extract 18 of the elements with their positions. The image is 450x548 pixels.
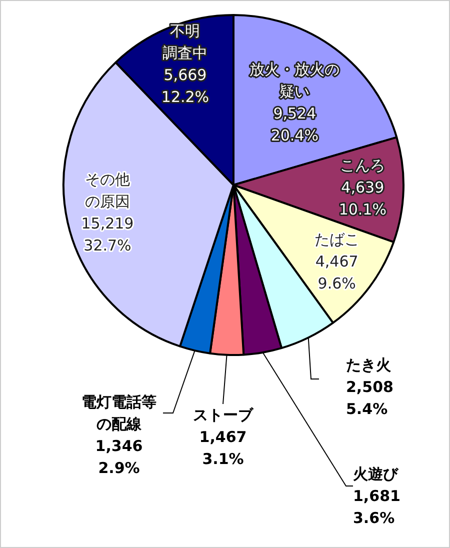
- data-label: 1,346 2.9%: [95, 436, 143, 477]
- data-label: 4,467 9.6%: [315, 252, 358, 292]
- data-label: 4,639 10.1%: [338, 178, 386, 219]
- slice-label: 放火・放火の疑い: [250, 60, 340, 100]
- data-label: 5,669 12.2%: [161, 66, 210, 106]
- data-label: 1,681 3.6%: [353, 486, 400, 527]
- data-label: 2,508 5.4%: [346, 378, 394, 418]
- slice-label: 不明調査中: [162, 22, 208, 62]
- slice-label: 火遊び: [353, 464, 399, 483]
- slice-label: こんろ: [340, 156, 386, 175]
- slice-label: たき火: [346, 356, 392, 374]
- slice-label: 電灯電話等の配線: [82, 392, 156, 433]
- data-label: 1,467 3.1%: [199, 428, 247, 468]
- data-label: 15,219 32.7%: [81, 214, 134, 254]
- slice-label: ストーブ: [193, 406, 254, 424]
- slice-label: たばこ: [314, 230, 360, 248]
- slice-label: その他の原因: [84, 170, 130, 210]
- data-label: 9,524 20.4%: [270, 104, 318, 144]
